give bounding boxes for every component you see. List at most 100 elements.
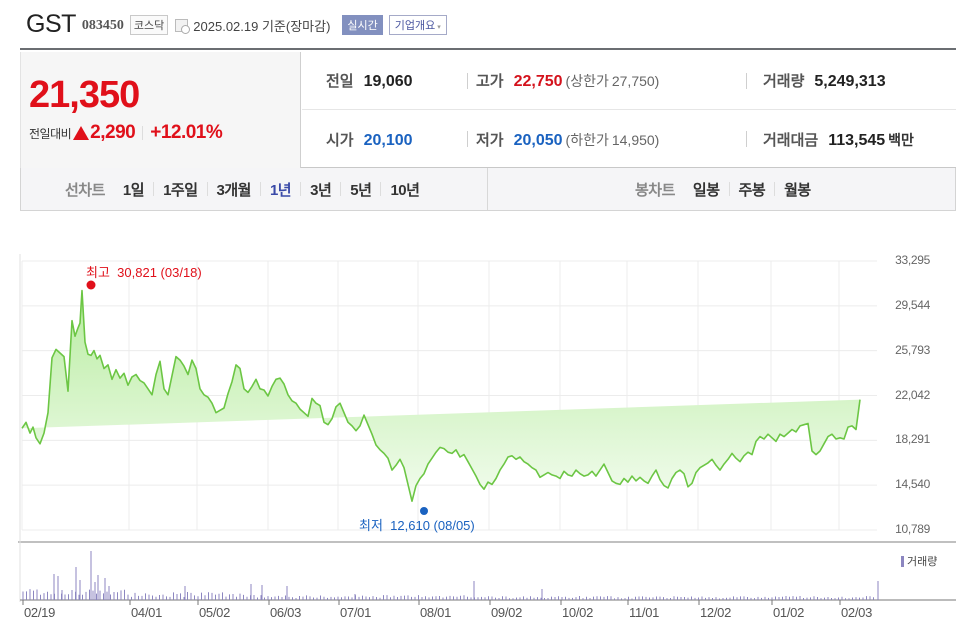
day-low: 저가 20,050 (하한가 14,950)	[476, 129, 659, 150]
high-value: 22,750	[513, 73, 563, 90]
company-overview-button[interactable]: 기업개요 ▾	[388, 15, 447, 35]
y-axis-tick-label: 18,291	[895, 432, 930, 447]
open-price: 시가 20,100	[326, 129, 413, 150]
y-axis-tick-label: 25,793	[895, 342, 930, 357]
low-annotation: 최저 12,610 (08/05)	[359, 515, 475, 534]
change-amount: 2,290	[90, 122, 136, 143]
x-axis-tick-label: 09/02	[491, 605, 523, 620]
high-annotation-date: (03/18)	[160, 265, 202, 280]
line-tab-0[interactable]: 1일	[122, 181, 145, 199]
divider	[142, 126, 144, 140]
lower-limit-label: (하한가	[565, 131, 609, 148]
divider	[206, 182, 208, 196]
price-chart-canvas[interactable]	[0, 240, 956, 636]
current-price: 21,350	[29, 74, 140, 116]
quote-panel: 21,350 전일대비 2,290 +12.01% 전일 19,060 고가 2…	[20, 52, 956, 168]
quote-details: 전일 19,060 고가 22,750 (상한가 27,750) 거래량 5,2…	[302, 52, 956, 168]
day-high: 고가 22,750 (상한가 27,750)	[476, 70, 659, 91]
high-point-marker	[86, 280, 96, 290]
quote-row: 전일 19,060 고가 22,750 (상한가 27,750) 거래량 5,2…	[302, 52, 956, 110]
open-label: 시가	[326, 131, 354, 149]
y-axis-tick-label: 22,042	[895, 387, 930, 402]
x-axis-tick-label: 12/02	[700, 605, 732, 620]
candle-tab-0[interactable]: 일봉	[692, 181, 720, 199]
x-axis-tick-label: 06/03	[270, 605, 302, 620]
high-annotation-value: 30,821	[117, 265, 157, 280]
price-line	[21, 289, 861, 502]
market-badge: 코스닥	[129, 15, 169, 35]
x-axis-tick-label: 02/19	[24, 605, 56, 620]
divider	[728, 182, 730, 196]
company-overview-label: 기업개요	[394, 20, 436, 32]
quote-row: 시가 20,100 저가 20,050 (하한가 14,950) 거래대금 11…	[302, 110, 956, 168]
divider	[380, 182, 382, 196]
x-axis-tick-label: 08/01	[420, 605, 452, 620]
high-label: 고가	[476, 73, 504, 90]
x-axis-tick-label: 01/02	[773, 605, 805, 620]
divider	[153, 182, 155, 196]
divider	[487, 168, 488, 210]
current-price-box: 21,350 전일대비 2,290 +12.01%	[20, 52, 301, 168]
realtime-button[interactable]: 실시간	[342, 15, 383, 35]
prev-close-label: 전일	[326, 73, 354, 90]
stock-name: GST	[26, 9, 76, 38]
chart-period-bar: 선차트 1일 1주일 3개월 1년 3년 5년 10년 봉차트 일봉 주봉 월봉	[20, 168, 956, 211]
x-axis-tick-label: 07/01	[340, 605, 372, 620]
low-annotation-date: (08/05)	[433, 518, 475, 533]
line-tab-3[interactable]: 1년	[269, 181, 292, 199]
candle-tab-1[interactable]: 주봉	[738, 181, 766, 199]
y-axis-tick-label: 14,540	[895, 477, 930, 492]
trade-value-unit: 백만	[888, 131, 914, 148]
stock-header: GST 083450 코스닥 2025.02.19 기준(장마감) 실시간 기업…	[20, 0, 956, 50]
divider	[746, 72, 747, 89]
volume-legend-label: 거래량	[907, 556, 938, 568]
candle-chart-title: 봉차트	[635, 181, 675, 199]
divider	[467, 72, 468, 89]
calendar-clock-icon	[175, 19, 191, 34]
line-tab-6[interactable]: 10년	[390, 181, 420, 199]
line-tab-5[interactable]: 5년	[350, 181, 372, 199]
x-axis-tick-label: 02/03	[841, 605, 873, 620]
divider	[746, 131, 747, 147]
open-value: 20,100	[363, 131, 413, 149]
low-point-marker	[420, 507, 428, 515]
price-chart: 33,295 29,544 25,793 22,042 18,291 14,540 10,7…	[0, 240, 956, 636]
line-chart-title: 선차트	[65, 181, 105, 199]
change-percent: +12.01%	[150, 122, 223, 143]
chevron-down-icon: ▾	[437, 24, 441, 31]
trade-value-amount: 113,545	[828, 131, 886, 149]
line-chart-tabs: 선차트 1일 1주일 3개월 1년 3년 5년 10년	[65, 168, 421, 210]
prev-close-value: 19,060	[363, 73, 413, 90]
y-axis-tick-label: 29,544	[895, 297, 930, 312]
volume-value: 5,249,313	[814, 73, 886, 90]
upper-limit-label: (상한가	[565, 73, 609, 89]
line-tab-4[interactable]: 3년	[310, 181, 332, 199]
volume-legend: 거래량	[901, 553, 937, 569]
divider	[774, 182, 776, 196]
candle-chart-tabs: 봉차트 일봉 주봉 월봉	[635, 168, 813, 210]
trade-value: 거래대금 113,545 백만	[763, 129, 914, 150]
divider	[259, 182, 261, 196]
volume-swatch-icon	[901, 555, 904, 567]
up-triangle-icon	[73, 126, 90, 140]
upper-limit-value: 27,750)	[611, 73, 660, 89]
low-annotation-label: 최저	[359, 518, 383, 533]
stock-code: 083450	[81, 18, 124, 33]
low-value: 20,050	[513, 131, 563, 149]
price-area	[22, 290, 860, 502]
low-annotation-value: 12,610	[390, 518, 430, 533]
candle-tab-2[interactable]: 월봉	[784, 181, 811, 199]
volume: 거래량 5,249,313	[763, 70, 886, 91]
high-annotation-label: 최고	[86, 265, 110, 280]
x-axis-tick-label: 05/02	[199, 605, 231, 620]
change-label: 전일대비	[29, 126, 72, 141]
lower-limit-value: 14,950)	[611, 131, 660, 148]
x-axis-tick-label: 04/01	[131, 605, 163, 620]
divider	[467, 131, 468, 147]
divider	[340, 182, 342, 196]
as-of-date: 2025.02.19 기준(장마감)	[193, 18, 331, 34]
line-tab-1[interactable]: 1주일	[163, 181, 198, 199]
y-axis-tick-label: 33,295	[895, 253, 930, 267]
trade-value-label: 거래대금	[763, 131, 819, 149]
line-tab-2[interactable]: 3개월	[216, 181, 252, 199]
